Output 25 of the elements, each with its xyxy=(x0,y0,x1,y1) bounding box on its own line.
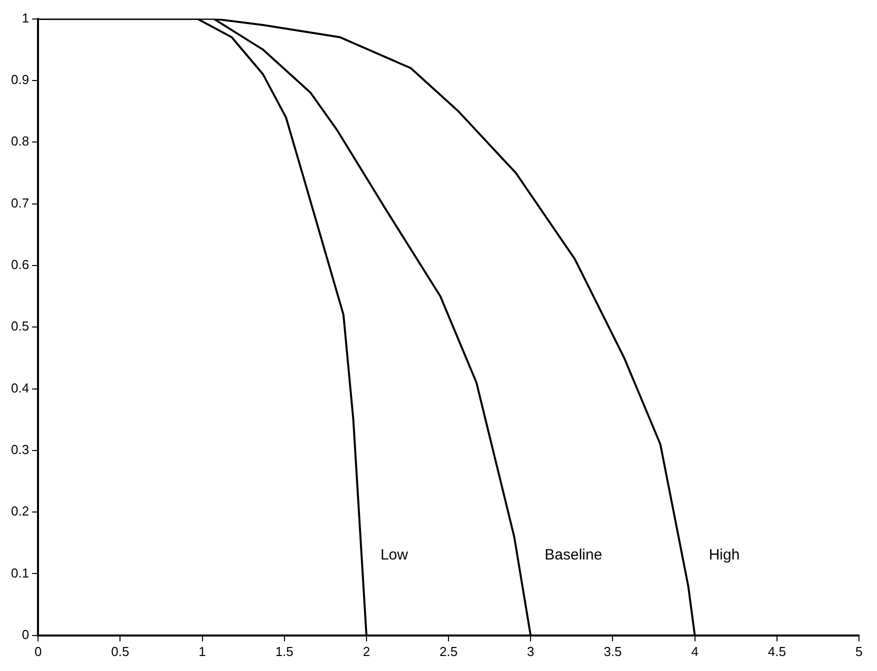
y-tick-label: 0.7 xyxy=(10,195,30,210)
y-tick-label: 0.2 xyxy=(10,504,30,519)
x-tick-label: 0.5 xyxy=(111,644,130,659)
x-tick-label: 0 xyxy=(34,644,42,659)
y-tick-label: 1 xyxy=(22,10,30,26)
y-tick-label: 0.4 xyxy=(10,380,30,396)
y-tick-label: 0.3 xyxy=(10,442,30,457)
y-tick-label: 0.1 xyxy=(10,565,30,580)
x-tick-label: 4 xyxy=(691,644,698,659)
x-tick-label: 3.5 xyxy=(604,644,622,659)
x-tick-label: 2 xyxy=(362,644,370,659)
x-tick-label: 4.5 xyxy=(768,644,786,659)
series-label: Low xyxy=(380,546,408,564)
y-tick-label: 0.5 xyxy=(10,318,30,334)
x-tick-label: 5 xyxy=(855,644,863,659)
series-label: Baseline xyxy=(544,546,602,564)
x-tick-label: 1.5 xyxy=(275,644,294,659)
series-label: High xyxy=(708,546,740,564)
y-tick-label: 0 xyxy=(22,626,30,642)
x-tick-label: 2.5 xyxy=(439,644,458,659)
x-tick-label: 3 xyxy=(527,644,534,659)
x-tick-label: 1 xyxy=(198,644,206,659)
y-tick-label: 0.9 xyxy=(10,72,30,88)
y-tick-label: 0.8 xyxy=(10,134,30,149)
y-tick-label: 0.6 xyxy=(10,257,30,272)
